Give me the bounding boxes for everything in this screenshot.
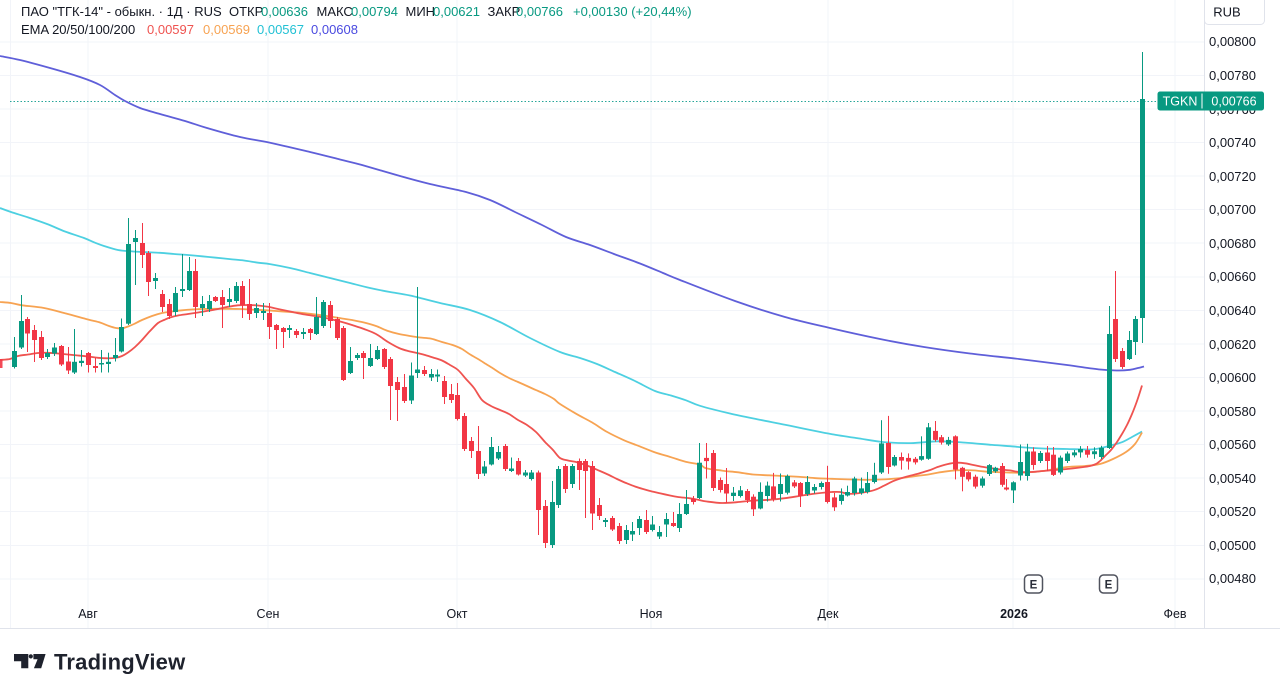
svg-text:0,00720: 0,00720 [1209,169,1256,184]
svg-text:E: E [1030,580,1038,592]
svg-text:RUB: RUB [1213,5,1240,20]
svg-text:0,00480: 0,00480 [1209,571,1256,586]
svg-text:Окт: Окт [446,607,467,621]
svg-text:0,00560: 0,00560 [1209,437,1256,452]
svg-text:0,00580: 0,00580 [1209,404,1256,419]
svg-text:Авг: Авг [78,607,98,621]
svg-text:0,00597: 0,00597 [147,22,194,37]
svg-text:+0,00130 (+20,44%): +0,00130 (+20,44%) [573,4,692,19]
svg-text:0,00740: 0,00740 [1209,135,1256,150]
svg-text:0,00636: 0,00636 [261,4,308,19]
svg-text:0,00520: 0,00520 [1209,504,1256,519]
svg-text:0,00621: 0,00621 [433,4,480,19]
svg-text:Дек: Дек [818,607,839,621]
svg-text:TradingView: TradingView [54,650,186,675]
svg-text:0,00794: 0,00794 [351,4,398,19]
svg-text:0,00540: 0,00540 [1209,471,1256,486]
svg-text:E: E [1105,580,1113,592]
svg-text:Фев: Фев [1163,607,1186,621]
svg-text:ЗАКР: ЗАКР [488,4,521,19]
svg-text:2026: 2026 [1000,607,1028,621]
svg-text:0,00766: 0,00766 [516,4,563,19]
svg-text:0,00800: 0,00800 [1209,34,1256,49]
svg-text:0,00700: 0,00700 [1209,202,1256,217]
svg-text:0,00640: 0,00640 [1209,303,1256,318]
svg-text:0,00780: 0,00780 [1209,68,1256,83]
svg-text:МАКС: МАКС [317,4,353,19]
svg-text:TGKN: TGKN [1163,95,1198,109]
svg-text:EMA 20/50/100/200: EMA 20/50/100/200 [21,22,135,37]
svg-text:ПАО "ТГК-14" - обыкн. · 1Д · R: ПАО "ТГК-14" - обыкн. · 1Д · RUS [21,4,222,19]
svg-text:Ноя: Ноя [640,607,663,621]
svg-text:0,00569: 0,00569 [203,22,250,37]
svg-text:0,00620: 0,00620 [1209,337,1256,352]
svg-text:ОТКР: ОТКР [229,4,263,19]
svg-text:Сен: Сен [257,607,280,621]
svg-text:0,00567: 0,00567 [257,22,304,37]
svg-text:0,00608: 0,00608 [311,22,358,37]
svg-text:0,00680: 0,00680 [1209,236,1256,251]
svg-text:0,00660: 0,00660 [1209,269,1256,284]
svg-text:0,00766: 0,00766 [1211,95,1256,109]
svg-text:0,00600: 0,00600 [1209,370,1256,385]
svg-text:0,00500: 0,00500 [1209,538,1256,553]
svg-text:МИН: МИН [406,4,436,19]
